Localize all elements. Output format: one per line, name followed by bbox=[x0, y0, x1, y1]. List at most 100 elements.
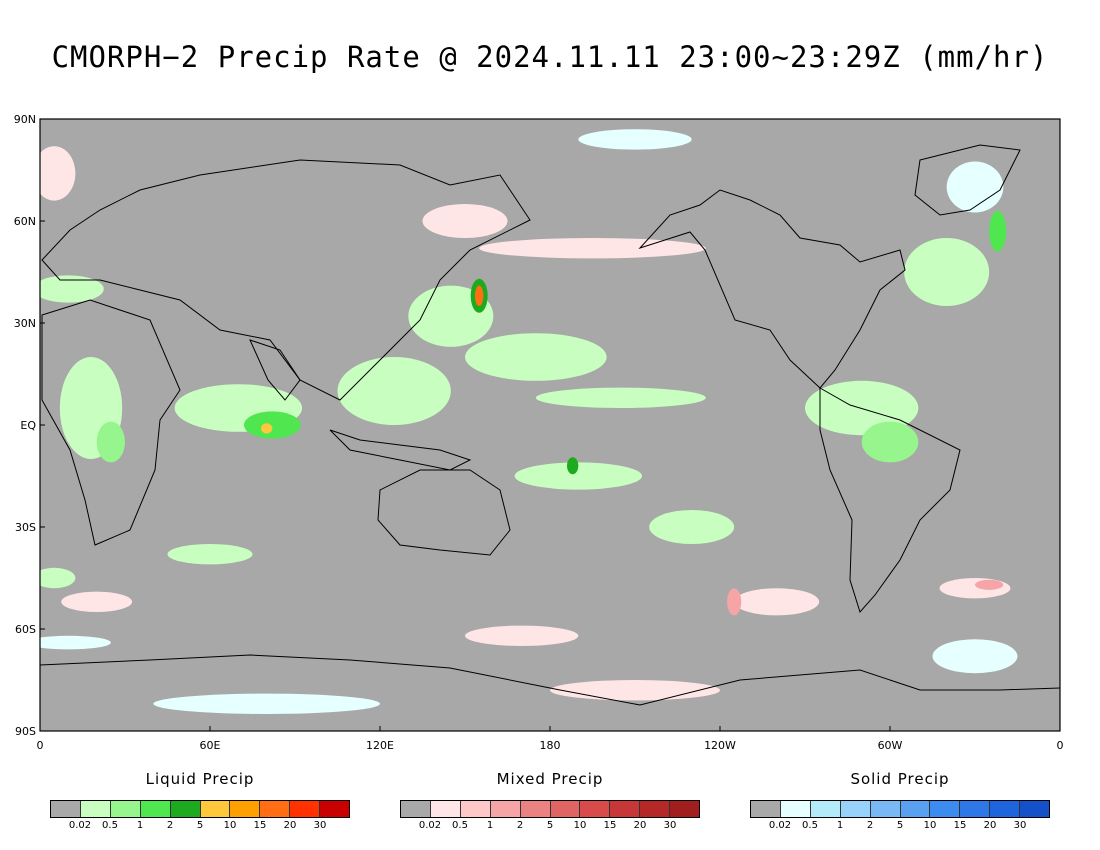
precip-region-liquid bbox=[40, 567, 76, 589]
legend-tick-label: 5 bbox=[196, 820, 204, 831]
precip-region-mixed bbox=[422, 204, 508, 238]
precip-region-liquid bbox=[96, 421, 126, 463]
legend-swatch bbox=[900, 801, 931, 817]
legend-swatch bbox=[960, 801, 991, 817]
legend-liquid-precip: Liquid Precip 0.02 0.5 1 2 5 10 15 20 30 bbox=[50, 770, 350, 832]
lat-tick-label: 90N bbox=[14, 113, 36, 126]
legend-colorbar bbox=[50, 800, 350, 818]
precip-regions bbox=[40, 129, 1018, 714]
legend-tick-label: 0.5 bbox=[452, 820, 468, 831]
coastline-india bbox=[249, 339, 301, 401]
legend-tick-label: 2 bbox=[516, 820, 524, 831]
legend-colorbar bbox=[400, 800, 700, 818]
legend-swatch bbox=[430, 801, 461, 817]
legend-swatch bbox=[670, 801, 700, 817]
precip-region-mixed bbox=[975, 579, 1004, 590]
legend-tick-label: 10 bbox=[223, 820, 237, 831]
legend-swatch bbox=[840, 801, 871, 817]
precip-region-mixed bbox=[734, 588, 820, 616]
precip-region-liquid bbox=[167, 544, 253, 565]
lat-tick-label: 60S bbox=[15, 623, 36, 636]
coastline-australia bbox=[377, 469, 511, 556]
legend-swatch bbox=[520, 801, 551, 817]
legend-swatch bbox=[260, 801, 291, 817]
coastline-north-america bbox=[638, 189, 906, 389]
legend-tick-label: 30 bbox=[663, 820, 677, 831]
precip-region-liquid bbox=[861, 421, 919, 463]
precip-region-liquid bbox=[261, 423, 273, 434]
latitude-axis: 90N 60N 30N EQ 30S 60S 90S bbox=[14, 113, 45, 738]
legend-swatch bbox=[610, 801, 641, 817]
lon-tick-label: 60E bbox=[200, 739, 221, 752]
legend-tick-label: 0.02 bbox=[418, 820, 442, 831]
lon-tick-label: 120E bbox=[366, 739, 394, 752]
precip-region-solid bbox=[40, 635, 111, 650]
legend-ticks: 0.02 0.5 1 2 5 10 15 20 30 bbox=[400, 818, 700, 832]
coastline-indonesia bbox=[329, 429, 472, 471]
lon-tick-label: 0 bbox=[1057, 739, 1064, 752]
lat-tick-label: 30S bbox=[15, 521, 36, 534]
legend-swatch bbox=[640, 801, 671, 817]
legend-swatch bbox=[230, 801, 261, 817]
longitude-axis: 0 60E 120E 180 120W 60W 0 bbox=[37, 726, 1064, 752]
precip-region-mixed bbox=[40, 146, 76, 201]
legend-title: Solid Precip bbox=[850, 770, 950, 788]
precip-region-liquid bbox=[649, 510, 735, 544]
lon-tick-label: 120W bbox=[704, 739, 736, 752]
precip-region-liquid bbox=[514, 462, 643, 490]
precip-region-solid bbox=[946, 161, 1004, 213]
legend-swatch bbox=[780, 801, 811, 817]
legend-tick-label: 20 bbox=[283, 820, 297, 831]
legend-ticks: 0.02 0.5 1 2 5 10 15 20 30 bbox=[750, 818, 1050, 832]
precip-region-liquid bbox=[464, 333, 607, 381]
legend-tick-label: 15 bbox=[603, 820, 617, 831]
precip-region-mixed bbox=[550, 680, 720, 701]
legend-tick-label: 10 bbox=[573, 820, 587, 831]
legend-tick-label: 20 bbox=[983, 820, 997, 831]
precip-region-mixed bbox=[479, 238, 706, 259]
lat-tick-label: EQ bbox=[20, 419, 36, 432]
legend-swatch bbox=[990, 801, 1021, 817]
legend-tick-label: 2 bbox=[866, 820, 874, 831]
legend-tick-label: 20 bbox=[633, 820, 647, 831]
legend-tick-label: 0.5 bbox=[802, 820, 818, 831]
lon-tick-label: 0 bbox=[37, 739, 44, 752]
coastline-south-america bbox=[819, 387, 961, 613]
legend-swatch bbox=[401, 801, 431, 817]
coastline-greenland bbox=[914, 144, 1021, 216]
legend-swatch bbox=[51, 801, 81, 817]
legend-swatch bbox=[751, 801, 781, 817]
precip-region-liquid bbox=[535, 387, 706, 408]
legend-tick-label: 5 bbox=[896, 820, 904, 831]
legend-tick-label: 2 bbox=[166, 820, 174, 831]
precip-region-liquid bbox=[244, 411, 301, 439]
legend-swatch bbox=[810, 801, 841, 817]
legend-tick-label: 5 bbox=[546, 820, 554, 831]
legend-tick-label: 1 bbox=[486, 820, 494, 831]
legend-swatch bbox=[80, 801, 111, 817]
precip-region-liquid bbox=[40, 275, 104, 303]
legend-swatch bbox=[930, 801, 961, 817]
legend-tick-label: 30 bbox=[313, 820, 327, 831]
legend-colorbar bbox=[750, 800, 1050, 818]
coastline-africa bbox=[41, 299, 181, 546]
lat-tick-label: 90S bbox=[15, 725, 36, 738]
precip-region-liquid bbox=[337, 357, 451, 425]
legend-swatch bbox=[550, 801, 581, 817]
lon-tick-label: 60W bbox=[878, 739, 903, 752]
legend-swatch bbox=[200, 801, 231, 817]
legend-swatch bbox=[110, 801, 141, 817]
lat-tick-label: 30N bbox=[14, 317, 36, 330]
coastlines bbox=[40, 144, 1060, 706]
legend-swatch bbox=[140, 801, 171, 817]
legend-tick-label: 1 bbox=[136, 820, 144, 831]
legend-tick-label: 30 bbox=[1013, 820, 1027, 831]
legend-swatch bbox=[580, 801, 611, 817]
coastline-eurasia bbox=[41, 159, 531, 401]
legend-tick-label: 15 bbox=[953, 820, 967, 831]
coastline-antarctica bbox=[40, 654, 1060, 706]
legend-swatch bbox=[290, 801, 321, 817]
legend-tick-label: 10 bbox=[923, 820, 937, 831]
lat-tick-label: 60N bbox=[14, 215, 36, 228]
